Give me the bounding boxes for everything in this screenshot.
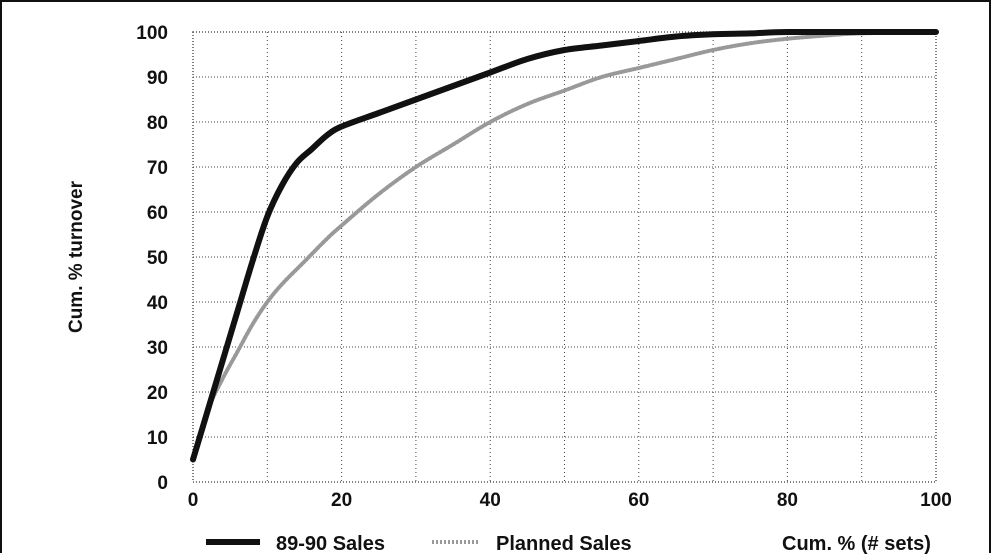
y-tick-label: 30 bbox=[147, 338, 168, 359]
x-tick-label: 40 bbox=[480, 490, 501, 511]
x-tick-label: 20 bbox=[331, 490, 352, 511]
y-tick-label: 50 bbox=[147, 248, 168, 269]
x-axis-ticks: 0 20 40 60 80 100 bbox=[188, 490, 952, 511]
y-tick-label: 10 bbox=[147, 428, 168, 449]
series-lines bbox=[190, 28, 939, 463]
x-axis-label: Cum. % (# sets) bbox=[782, 533, 931, 555]
legend-label-planned-sales: Planned Sales bbox=[496, 533, 632, 555]
legend: 89-90 Sales Planned Sales Cum. % (# sets… bbox=[206, 533, 931, 555]
x-tick-label: 100 bbox=[920, 490, 952, 511]
y-tick-label: 60 bbox=[147, 203, 168, 224]
grid bbox=[193, 32, 936, 482]
y-axis-ticks: 0 10 20 30 40 50 60 70 80 90 100 bbox=[136, 23, 168, 494]
series-line-planned-sales bbox=[191, 30, 938, 462]
y-tick-label: 20 bbox=[147, 383, 168, 404]
x-tick-label: 60 bbox=[628, 490, 649, 511]
y-tick-label: 90 bbox=[147, 68, 168, 89]
y-axis-label: Cum. % turnover bbox=[66, 180, 87, 333]
y-tick-label: 100 bbox=[136, 23, 168, 44]
x-tick-label: 80 bbox=[777, 490, 798, 511]
x-tick-label: 0 bbox=[188, 490, 199, 511]
legend-label-89-90-sales: 89-90 Sales bbox=[276, 533, 385, 555]
y-tick-label: 70 bbox=[147, 158, 168, 179]
series-line-89-90-sales bbox=[190, 28, 939, 463]
y-tick-label: 0 bbox=[157, 473, 168, 494]
y-tick-label: 80 bbox=[147, 113, 168, 134]
y-tick-label: 40 bbox=[147, 293, 168, 314]
